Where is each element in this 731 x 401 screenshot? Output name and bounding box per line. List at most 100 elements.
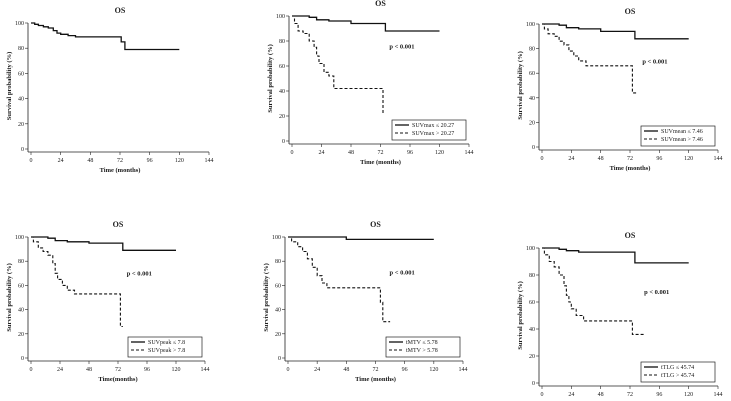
chart-1-x-tick-label: 72 [117, 158, 123, 164]
chart-3-x-tick-label: 48 [598, 156, 604, 162]
chart-6-y-tick-label: 0 [532, 381, 535, 387]
chart-2-legend-label-2: SUVmax > 20.27 [412, 131, 454, 137]
chart-6-p-value: p < 0.001 [644, 289, 669, 296]
chart-1-y-tick-label: 60 [18, 71, 24, 77]
chart-1-x-tick-label: 120 [175, 158, 184, 164]
chart-4-title: OS [113, 220, 124, 229]
chart-1-x-tick-label: 48 [87, 158, 93, 164]
chart-2-x-tick-label: 48 [348, 150, 354, 156]
chart-2-x-tick-label: 72 [378, 150, 384, 156]
chart-4-x-tick-label: 144 [201, 367, 210, 373]
chart-5-title: OS [370, 220, 381, 229]
chart-3-y-tick-label: 20 [529, 120, 535, 126]
chart-3-x-tick-label: 144 [714, 156, 723, 162]
chart-1-y-tick-label: 20 [18, 122, 24, 128]
chart-1-x-label: Time (months) [100, 167, 141, 174]
chart-4-y-tick-label: 0 [21, 356, 24, 362]
chart-3-y-tick-label: 40 [529, 96, 535, 102]
chart-6-y-tick-label: 40 [529, 327, 535, 333]
chart-3-legend-label-2: SUVmean > 7.46 [661, 137, 703, 143]
chart-3-x-tick-label: 24 [568, 156, 574, 162]
chart-4-series-2-curve [31, 236, 123, 328]
chart-2-y-tick-label: 60 [279, 64, 285, 70]
chart-4-x-tick-label: 0 [30, 367, 33, 373]
chart-5-y-tick-label: 40 [275, 308, 281, 314]
chart-5-x-tick-label: 120 [429, 367, 438, 373]
chart-5-x-tick-label: 0 [287, 367, 290, 373]
chart-3-y-label: Survival probability (%) [517, 51, 524, 120]
chart-1-x-tick-label: 0 [30, 158, 33, 164]
chart-2-x-tick-label: 144 [465, 150, 474, 156]
chart-5-x-tick-label: 96 [402, 367, 408, 373]
chart-3-x-tick-label: 120 [684, 156, 693, 162]
chart-1-x-tick-label: 96 [147, 158, 153, 164]
chart-6-x-tick-label: 72 [627, 392, 633, 398]
chart-4-y-tick-label: 20 [18, 332, 24, 338]
chart-3-x-tick-label: 0 [541, 156, 544, 162]
chart-2-y-label: Survival probability (%) [267, 44, 274, 113]
chart-5-legend-label-2: tMTV > 5.78 [406, 348, 438, 354]
chart-2-y-tick-label: 80 [279, 39, 285, 45]
chart-1-series-1-curve [31, 22, 180, 51]
chart-4-y-tick-label: 40 [18, 308, 24, 314]
chart-6-y-tick-label: 80 [529, 273, 535, 279]
chart-5-y-tick-label: 80 [275, 259, 281, 265]
chart-3-p-value: p < 0.001 [642, 58, 667, 65]
chart-4-x-label: Time(months) [98, 376, 137, 383]
chart-2-legend-label-1: SUVmax ≤ 20.27 [412, 123, 454, 129]
chart-2-x-tick-label: 0 [291, 150, 294, 156]
chart-3-y-tick-label: 60 [529, 71, 535, 77]
chart-5-x-label: Time (months) [355, 376, 396, 383]
chart-6-y-tick-label: 20 [529, 354, 535, 360]
chart-2-legend-box [391, 119, 467, 141]
chart-1-y-label: Survival probability (%) [6, 52, 13, 121]
chart-4-x-tick-label: 24 [57, 367, 63, 373]
chart-2-x-tick-label: 120 [435, 150, 444, 156]
chart-6-title: OS [625, 231, 636, 240]
chart-4-legend-label-1: SUVpeak ≤ 7.8 [148, 340, 185, 346]
chart-5-x-tick-label: 72 [373, 367, 379, 373]
chart-5-series-2-curve [288, 236, 391, 323]
chart-4-y-tick-label: 100 [15, 235, 24, 241]
chart-4-y-tick-label: 80 [18, 259, 24, 265]
chart-3-y-tick-label: 80 [529, 47, 535, 53]
chart-4-x-tick-label: 120 [172, 367, 181, 373]
chart-3-title: OS [625, 7, 636, 16]
chart-1-x-tick-label: 24 [58, 158, 64, 164]
chart-2-y-tick-label: 100 [276, 14, 285, 20]
chart-4-x-tick-label: 72 [115, 367, 121, 373]
chart-6-series-1-curve [542, 247, 689, 264]
chart-5-y-tick-label: 20 [275, 332, 281, 338]
chart-4-legend-box [127, 336, 203, 358]
chart-2-title: OS [375, 0, 386, 8]
chart-6-x-tick-label: 0 [541, 392, 544, 398]
chart-2-y-tick-label: 40 [279, 89, 285, 95]
chart-1-y-tick-label: 0 [21, 147, 24, 153]
chart-2-series-2-curve [292, 15, 384, 114]
chart-3-x-tick-label: 96 [656, 156, 662, 162]
chart-4-legend-label-2: SUVpeak > 7.8 [148, 348, 185, 354]
chart-6-y-tick-label: 100 [526, 246, 535, 252]
chart-4-series-1-curve [31, 236, 176, 251]
chart-5-x-tick-label: 48 [343, 367, 349, 373]
chart-6-x-tick-label: 120 [684, 392, 693, 398]
chart-6-x-tick-label: 96 [656, 392, 662, 398]
chart-5-y-tick-label: 0 [278, 356, 281, 362]
chart-2-x-tick-label: 24 [319, 150, 325, 156]
chart-5-x-tick-label: 24 [314, 367, 320, 373]
chart-2-series-1-curve [292, 15, 440, 32]
chart-2-x-label: Time (months) [360, 159, 401, 166]
chart-5-p-value: p < 0.001 [390, 270, 415, 277]
chart-3-legend-label-1: SUVmean ≤ 7.46 [661, 129, 703, 135]
chart-4-x-tick-label: 48 [86, 367, 92, 373]
chart-3-legend-box [640, 125, 716, 147]
chart-1-y-tick-label: 40 [18, 97, 24, 103]
chart-1-title: OS [115, 6, 126, 15]
chart-6-y-label: Survival probability (%) [517, 281, 524, 350]
chart-6-y-tick-label: 60 [529, 300, 535, 306]
chart-3-series-1-curve [542, 23, 689, 40]
chart-3-x-tick-label: 72 [627, 156, 633, 162]
chart-6-legend-label-1: tTLG ≤ 45.74 [661, 365, 694, 371]
chart-1-y-tick-label: 80 [18, 46, 24, 52]
